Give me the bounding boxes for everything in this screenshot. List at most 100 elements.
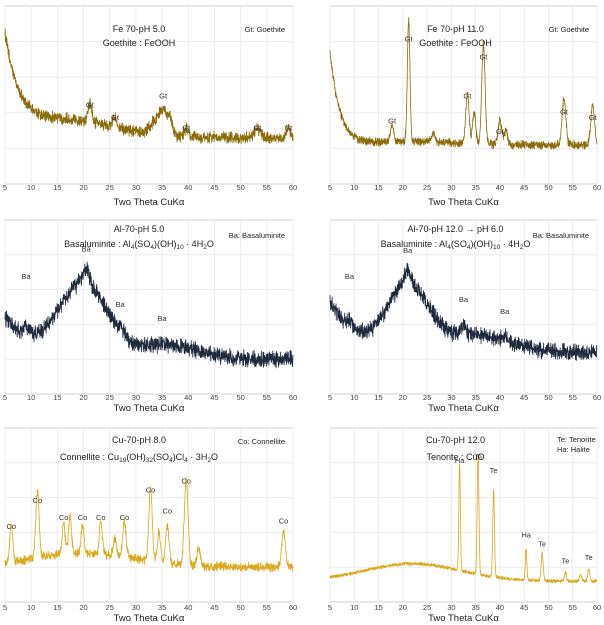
- x-tick-label: 10: [350, 183, 358, 192]
- x-tick-label: 25: [106, 603, 114, 612]
- peak-label: Gt: [560, 108, 569, 117]
- peak-label: Ba: [345, 272, 355, 281]
- x-tick-label: 55: [263, 393, 271, 402]
- x-tick-label: 5: [3, 603, 7, 612]
- x-tick-label: 5: [328, 393, 332, 402]
- peak-label: Ba: [459, 295, 469, 304]
- x-tick-label: 5: [3, 183, 7, 192]
- x-tick-label: 60: [289, 393, 297, 402]
- x-tick-label: 20: [79, 183, 87, 192]
- x-tick-label: 55: [569, 183, 577, 192]
- xrd-pattern-line: [4, 28, 294, 145]
- x-tick-label: 50: [544, 393, 552, 402]
- peak-label: Gt: [388, 116, 397, 125]
- x-tick-label: 40: [184, 393, 192, 402]
- x-tick-label: 50: [544, 183, 552, 192]
- x-tick-label: 55: [263, 183, 271, 192]
- peak-label: Gt: [284, 124, 293, 133]
- x-tick-label: 15: [53, 603, 61, 612]
- x-tick-label: 10: [350, 393, 358, 402]
- x-tick-label: 30: [132, 183, 140, 192]
- legend-text: Ba: Basaluminite: [229, 231, 285, 240]
- peak-label: Co: [146, 485, 156, 494]
- plot-frame: [329, 427, 598, 603]
- panel-subtitle: Basaluminite : Al4(SO4)(OH)10 · 4H2O: [64, 239, 214, 251]
- peak-label: Gt: [159, 92, 168, 101]
- x-tick-label: 40: [496, 603, 504, 612]
- peak-label: Ba: [116, 300, 126, 309]
- plot-frame: [329, 219, 598, 395]
- peak-label: Ba: [157, 314, 167, 323]
- peak-label: Gt: [405, 35, 414, 44]
- plot-frame: [4, 219, 294, 395]
- xrd-pattern-line: [329, 17, 598, 150]
- peak-label: Gt: [589, 113, 598, 122]
- panel-title: Cu-70-pH 12.0: [426, 435, 485, 445]
- x-tick-label: 15: [53, 393, 61, 402]
- x-tick-label: 15: [374, 603, 382, 612]
- peak-label: Te: [490, 466, 498, 475]
- peak-label: Ba: [403, 246, 413, 255]
- panel-subtitle: Basaluminite : Al4(SO4)(OH)10 · 4H2O: [381, 239, 531, 251]
- x-axis-label: Two Theta CuKα: [428, 613, 499, 624]
- xrd-panel-1: 5 10 15 20 25 30 35 40 45 50 55 60 Two Theta CuKα Gt G…: [3, 5, 297, 208]
- x-tick-label: 10: [27, 393, 35, 402]
- x-tick-label: 40: [496, 393, 504, 402]
- x-tick-label: 45: [520, 183, 528, 192]
- x-tick-label: 55: [569, 393, 577, 402]
- x-tick-label: 45: [520, 393, 528, 402]
- peak-label: Te: [561, 557, 569, 566]
- peak-label: Gt: [496, 127, 505, 136]
- x-axis-label: Two Theta CuKα: [114, 403, 185, 414]
- peak-label: Gt: [86, 100, 95, 109]
- legend-text: Co: Connellite: [238, 437, 285, 446]
- x-tick-label: 15: [374, 183, 382, 192]
- x-tick-label: 40: [184, 183, 192, 192]
- peak-label: Co: [59, 513, 69, 522]
- panel-subtitle: Goethite : FeOOH: [419, 38, 492, 48]
- x-tick-label: 30: [132, 393, 140, 402]
- x-tick-label: 20: [399, 393, 407, 402]
- x-tick-label: 20: [399, 603, 407, 612]
- peak-label: Gt: [253, 124, 262, 133]
- x-tick-label: 30: [447, 393, 455, 402]
- x-tick-label: 50: [236, 393, 244, 402]
- x-tick-label: 45: [520, 603, 528, 612]
- peak-label: Te: [474, 452, 482, 461]
- peak-label: Co: [33, 496, 43, 505]
- x-tick-label: 35: [471, 183, 479, 192]
- xrd-pattern-line: [4, 477, 294, 573]
- x-tick-label: 40: [184, 603, 192, 612]
- x-tick-label: 10: [27, 183, 35, 192]
- x-tick-label: 20: [399, 183, 407, 192]
- panel-subtitle: Connellite : Cu19(OH)32(SO4)Cl4 · 3H2O: [60, 452, 218, 464]
- x-tick-label: 10: [350, 603, 358, 612]
- xrd-panel-2: 5 10 15 20 25 30 35 40 45 50 55 60 Two Theta CuKα Gt G…: [328, 5, 601, 208]
- x-tick-label: 30: [447, 183, 455, 192]
- x-tick-label: 35: [158, 393, 166, 402]
- peak-label: Ba: [21, 272, 31, 281]
- x-axis-label: Two Theta CuKα: [114, 197, 185, 208]
- x-tick-label: 30: [447, 603, 455, 612]
- x-tick-label: 35: [158, 183, 166, 192]
- panel-subtitle: Tenorite : CuO: [426, 452, 484, 462]
- x-tick-label: 35: [471, 393, 479, 402]
- x-tick-label: 35: [158, 603, 166, 612]
- x-tick-label: 60: [593, 603, 601, 612]
- legend-text: Ba: Basaluminite: [533, 231, 589, 240]
- peak-label: Co: [6, 522, 16, 531]
- xrd-pattern-line: [4, 261, 294, 369]
- panel-subtitle: Goethite : FeOOH: [103, 38, 176, 48]
- x-tick-label: 60: [593, 393, 601, 402]
- peak-label: Co: [279, 517, 289, 526]
- legend-text: Ha: Halite: [557, 445, 590, 454]
- legend-text: Gt: Goethite: [245, 25, 285, 34]
- x-tick-label: 35: [471, 603, 479, 612]
- x-tick-label: 15: [53, 183, 61, 192]
- x-axis-label: Two Theta CuKα: [428, 197, 499, 208]
- peak-label: Gt: [111, 113, 120, 122]
